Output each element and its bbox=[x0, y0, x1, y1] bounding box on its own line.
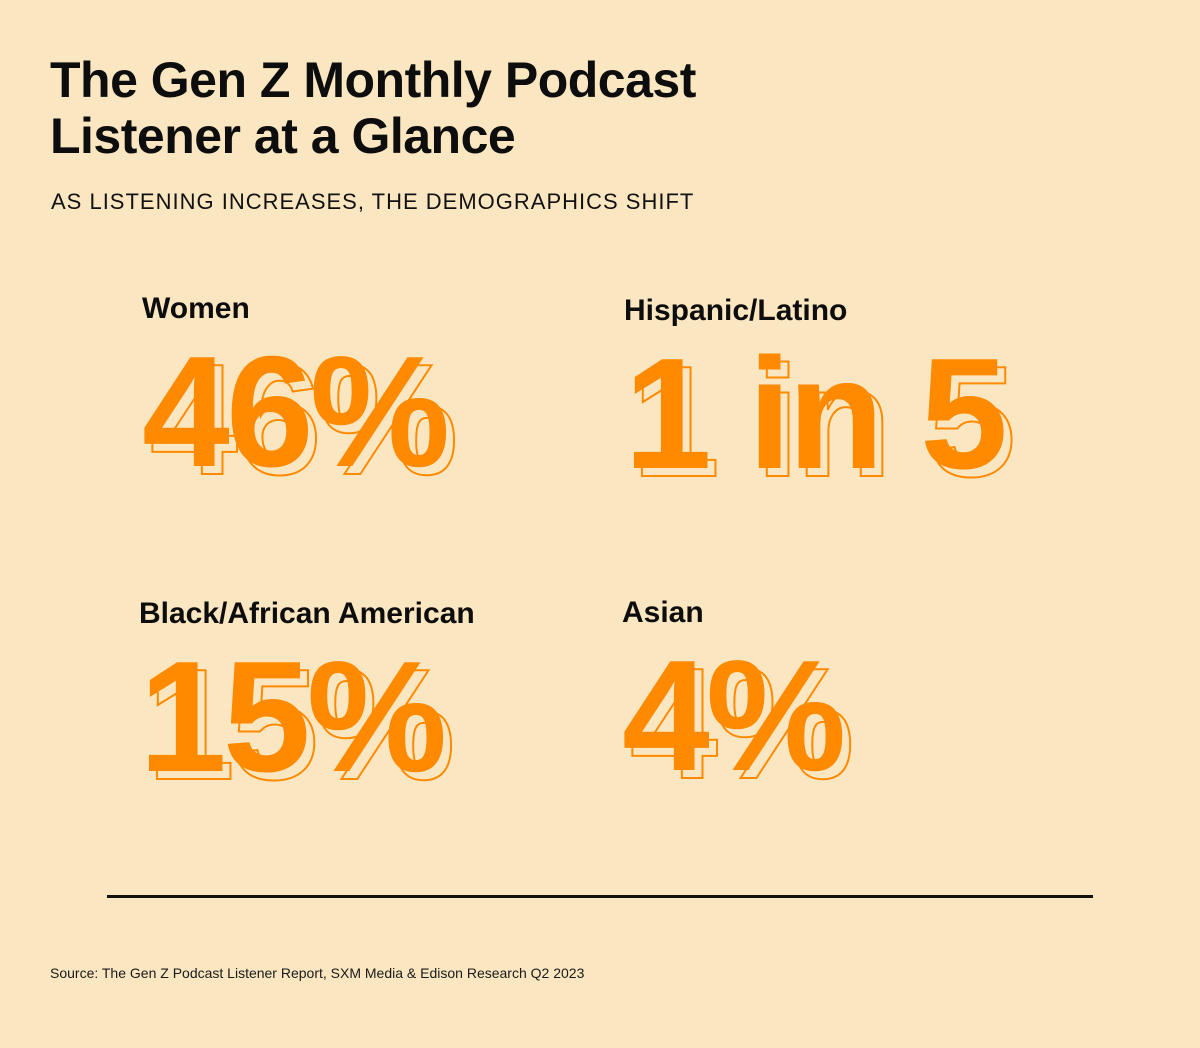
page-subtitle: AS LISTENING INCREASES, THE DEMOGRAPHICS… bbox=[51, 189, 695, 214]
stat-value: 1 in 5 1 in 5 bbox=[624, 326, 1104, 503]
stat-value-outline: 46% bbox=[149, 332, 459, 508]
stat-label: Women bbox=[142, 292, 250, 325]
page-title-line-1: The Gen Z Monthly Podcast bbox=[50, 52, 696, 108]
source-note: Source: The Gen Z Podcast Listener Repor… bbox=[50, 965, 585, 981]
stat-value-text: 46% bbox=[142, 324, 450, 500]
stat-value-outline: 1 in 5 bbox=[631, 334, 1017, 510]
page-title: The Gen Z Monthly Podcast Listener at a … bbox=[50, 52, 950, 164]
stat-value: 46% 46% bbox=[142, 324, 622, 501]
stat-value-text: 1 in 5 bbox=[624, 326, 1008, 502]
stat-value-text: 4% bbox=[622, 628, 846, 804]
stat-label: Hispanic/Latino bbox=[624, 294, 848, 327]
stat-value: 4% 4% bbox=[622, 628, 1102, 805]
stat-label: Asian bbox=[622, 596, 704, 629]
stat-value-outline: 4% bbox=[629, 636, 855, 812]
stat-value-text: 15% bbox=[139, 629, 447, 805]
stat-label: Black/African American bbox=[139, 597, 475, 630]
stat-value: 15% 15% bbox=[139, 629, 619, 806]
page-title-line-2: Listener at a Glance bbox=[50, 108, 516, 164]
footer-divider bbox=[107, 895, 1093, 898]
stat-value-outline: 15% bbox=[146, 637, 456, 813]
